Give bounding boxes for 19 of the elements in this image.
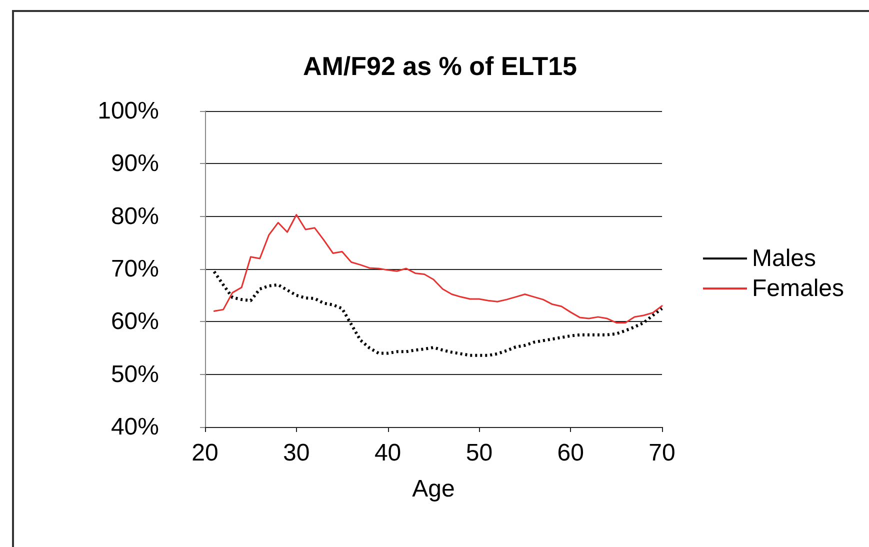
y-tick-label: 90% bbox=[110, 150, 159, 178]
y-tick-label: 50% bbox=[110, 360, 159, 388]
x-tick-label: 50 bbox=[466, 440, 493, 466]
x-tick-label: 70 bbox=[648, 440, 676, 466]
line-series bbox=[212, 270, 664, 357]
y-tick-label: 60% bbox=[110, 308, 159, 336]
y-tick-label: 40% bbox=[110, 414, 159, 440]
legend-label: Males bbox=[752, 245, 816, 272]
y-tick-label: 80% bbox=[110, 202, 159, 230]
chart-title: AM/F92 as % of ELT15 bbox=[302, 51, 578, 81]
y-tick-label: 100% bbox=[98, 98, 159, 124]
x-tick-label: 30 bbox=[283, 440, 310, 466]
legend-label: Females bbox=[752, 275, 844, 302]
x-tick-label: 60 bbox=[557, 440, 584, 466]
x-tick-label: 40 bbox=[374, 440, 402, 466]
x-tick-label: 20 bbox=[192, 440, 218, 466]
y-tick-label: 70% bbox=[110, 256, 159, 282]
line-series bbox=[213, 214, 663, 324]
x-axis-title: Age bbox=[412, 476, 455, 502]
